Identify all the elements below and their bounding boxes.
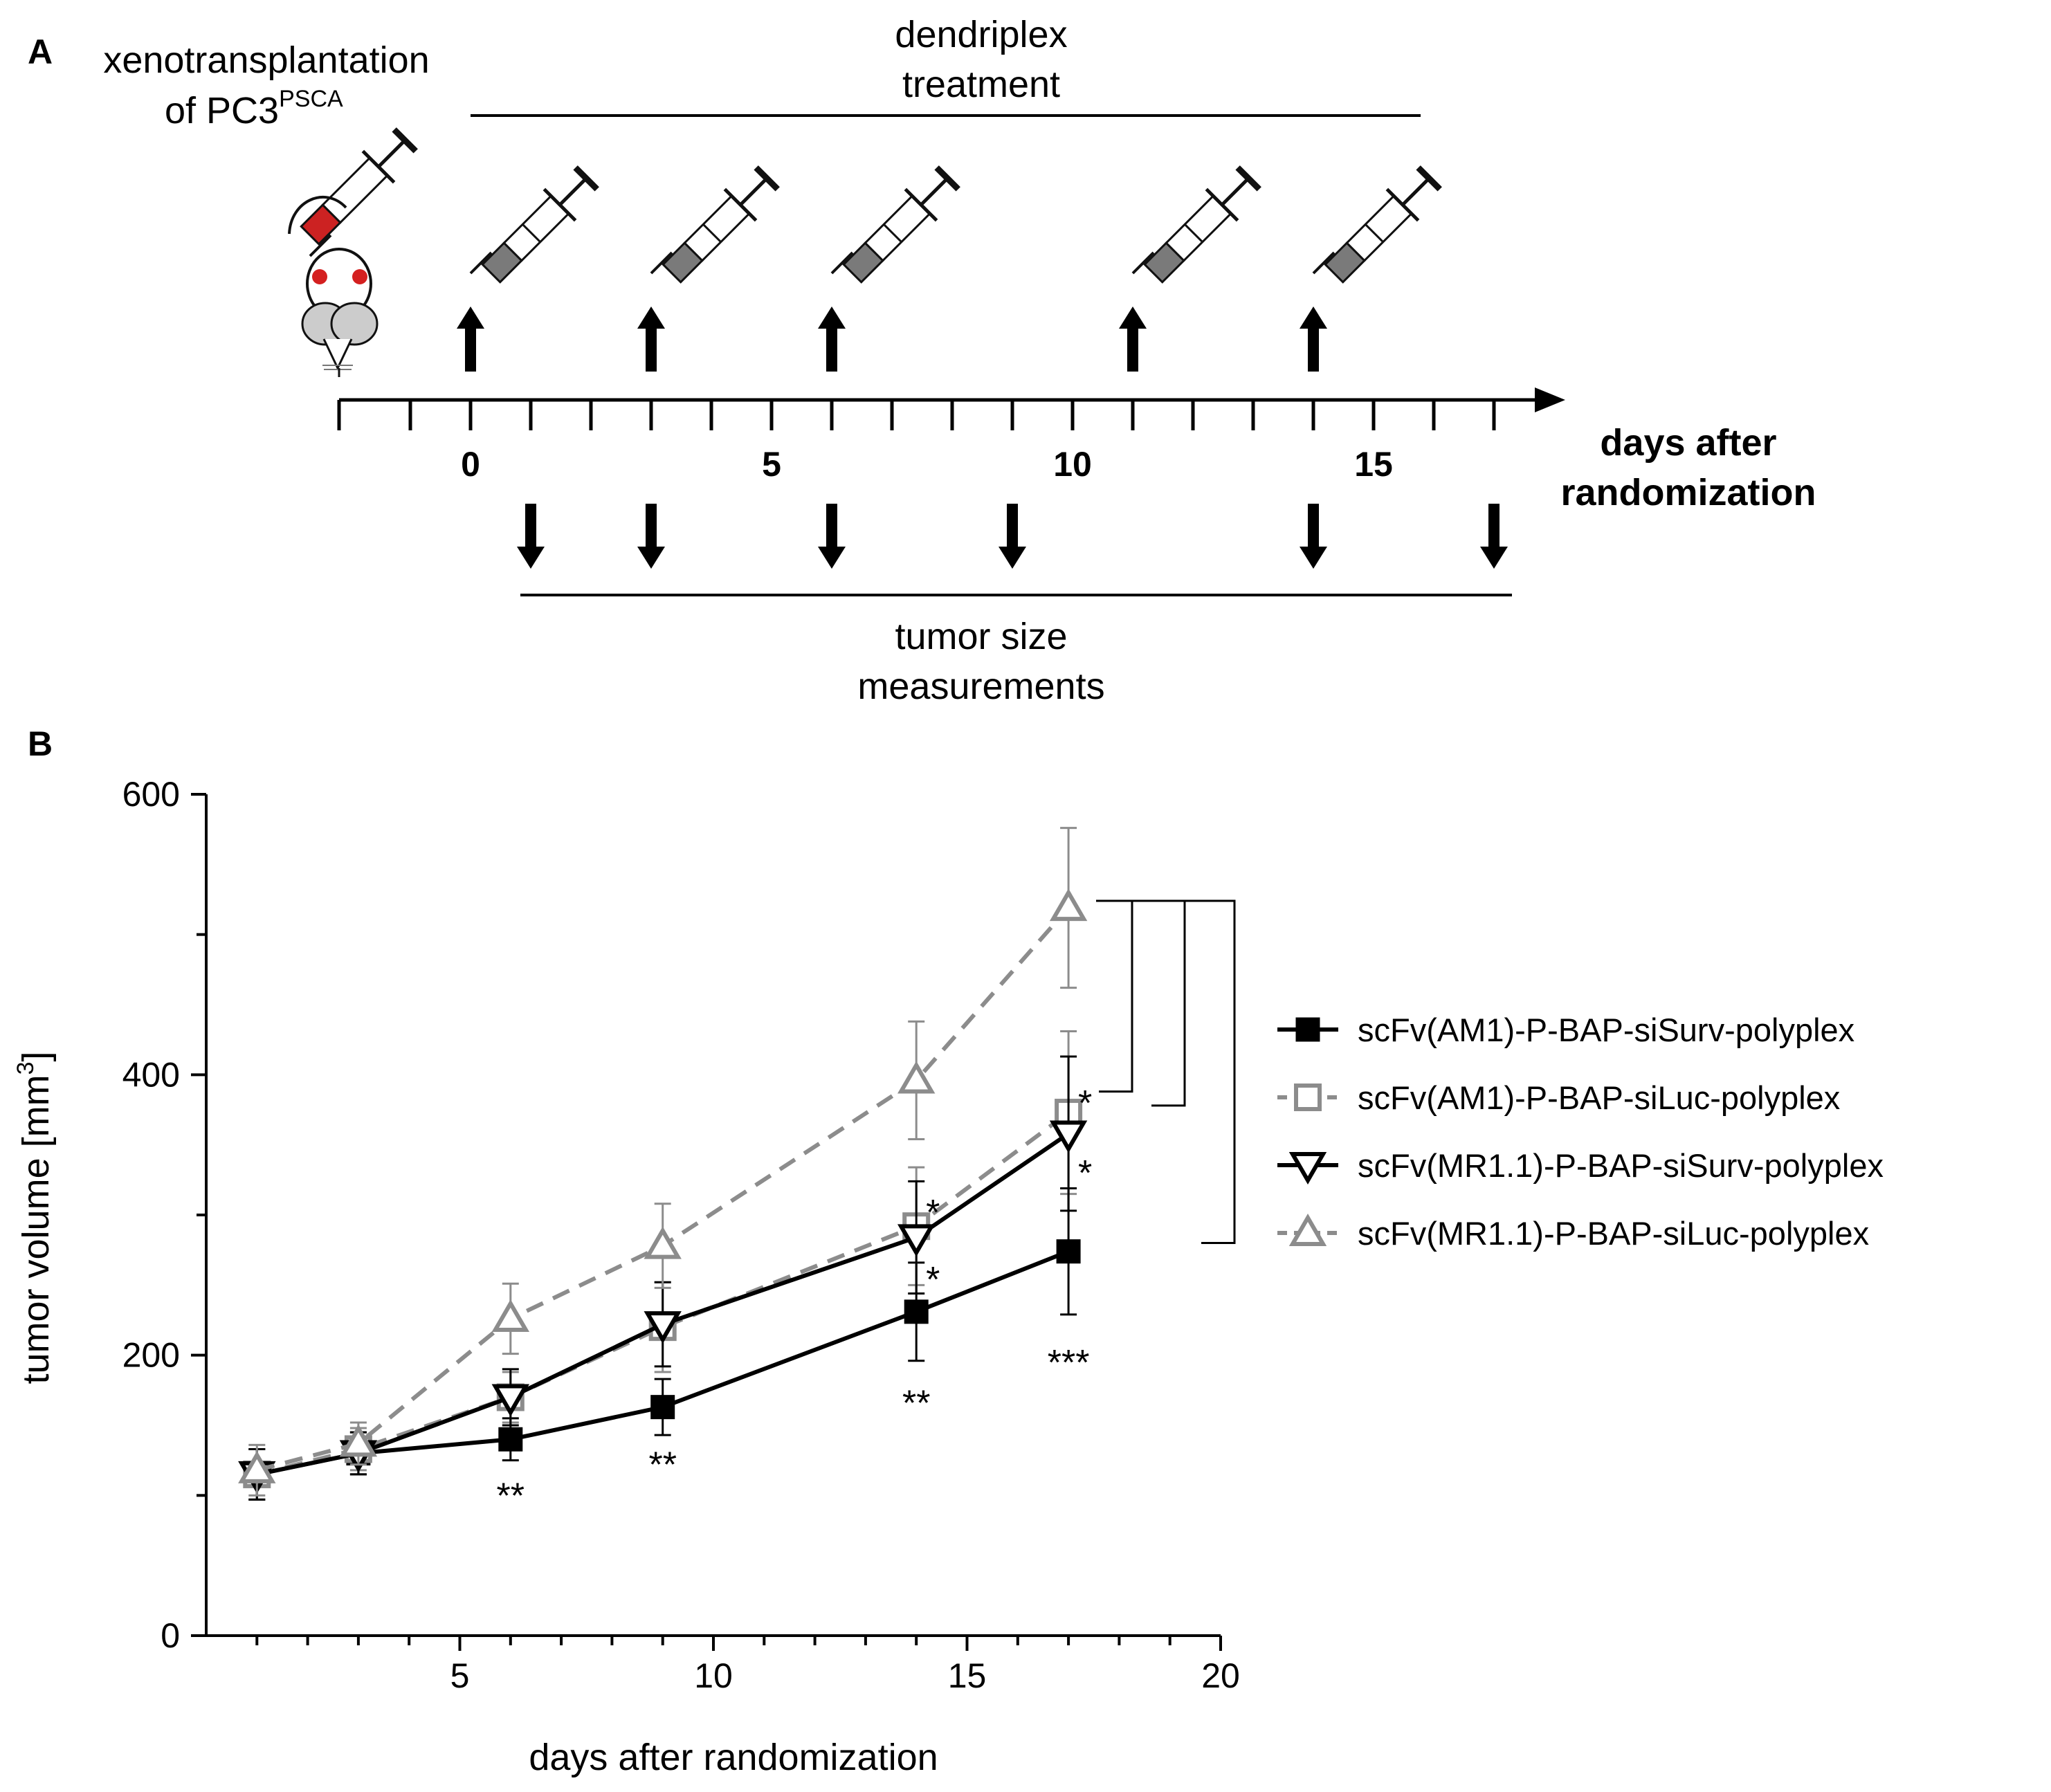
data-point — [1049, 1120, 1088, 1153]
measurement-down-arrow-icon — [1300, 504, 1327, 569]
measurement-down-arrow-icon — [999, 504, 1026, 569]
x-tick-label: 5 — [450, 1656, 470, 1695]
legend-label: scFv(AM1)-P-BAP-siSurv-polyplex — [1358, 1012, 1854, 1048]
data-point — [491, 1384, 530, 1417]
significance-annotation: *** — [1048, 1343, 1090, 1383]
legend-label: scFv(AM1)-P-BAP-siLuc-polyplex — [1358, 1079, 1840, 1116]
treatment-up-arrow-icon — [818, 307, 846, 372]
legend-marker — [1288, 1152, 1327, 1185]
treatment-syringe-icon — [651, 167, 778, 282]
treatment-up-arrow-icon — [637, 307, 665, 372]
series-line — [256, 906, 1070, 1472]
significance-annotation: * — [1078, 1153, 1092, 1194]
significance-annotation: ** — [648, 1445, 676, 1485]
timeline-tick-label: 5 — [762, 445, 781, 484]
treatment-syringe-icon — [832, 167, 958, 282]
timeline-tick-label: 0 — [461, 445, 480, 484]
measurement-down-arrow-icon — [517, 504, 545, 569]
legend-marker — [1295, 1017, 1320, 1042]
panel-a-letter: A — [28, 33, 53, 71]
panel-a: A xenotransplantation of PC3PSCA dendrip… — [28, 14, 1816, 707]
data-point — [1056, 1239, 1081, 1264]
legend-item: scFv(MR1.1)-P-BAP-siSurv-polyplex — [1277, 1147, 1884, 1185]
treatment-syringe-icon — [1313, 167, 1440, 282]
treatment-label-line1: dendriplex — [895, 14, 1067, 55]
measurement-down-arrow-icon — [637, 504, 665, 569]
x-tick-label: 15 — [948, 1656, 987, 1695]
xeno-label-superscript: PSCA — [279, 86, 343, 112]
y-tick-label: 0 — [161, 1616, 180, 1655]
x-tick-label: 10 — [694, 1656, 733, 1695]
data-point — [339, 1424, 378, 1457]
measurement-down-arrow-icon — [818, 504, 846, 569]
treatment-up-arrow-icon — [1300, 307, 1327, 372]
treatment-syringe-icon — [1133, 167, 1259, 282]
legend-item: scFv(MR1.1)-P-BAP-siLuc-polyplex — [1277, 1214, 1869, 1252]
data-point — [1049, 888, 1088, 922]
significance-bracket — [1132, 899, 1186, 1107]
data-point — [498, 1427, 523, 1452]
measure-label-line1: tumor size — [895, 616, 1067, 657]
significance-annotation: * — [926, 1260, 940, 1300]
significance-bracket — [1096, 899, 1133, 1093]
y-tick-label: 600 — [122, 775, 180, 814]
timeline-axis-label-line2: randomization — [1560, 472, 1816, 513]
legend-item: scFv(AM1)-P-BAP-siLuc-polyplex — [1277, 1079, 1840, 1116]
measure-label-line2: measurements — [857, 666, 1104, 707]
xeno-label-line2: of PC3PSCA — [165, 86, 343, 131]
y-tick-label: 200 — [122, 1336, 180, 1375]
treatment-label-line2: treatment — [902, 64, 1060, 105]
data-point — [644, 1311, 682, 1344]
series-line — [256, 1131, 1070, 1476]
timeline-tick-label: 15 — [1354, 445, 1393, 484]
chart-series — [238, 827, 1088, 1497]
x-tick-label: 20 — [1201, 1656, 1240, 1695]
timeline-tick-label: 10 — [1053, 445, 1092, 484]
significance-annotation: ** — [497, 1476, 525, 1516]
chart-y-axis-label: tumor volume [mm3] — [12, 1051, 57, 1384]
legend-marker — [1288, 1214, 1327, 1246]
timeline-axis-label-line1: days after — [1600, 422, 1776, 464]
timeline-axis: 0 5 10 15 — [337, 167, 1565, 569]
data-point — [897, 1224, 936, 1257]
significance-annotation: ** — [902, 1384, 930, 1424]
chart-legend: scFv(AM1)-P-BAP-siSurv-polyplex scFv(AM1)… — [1277, 1012, 1884, 1252]
data-point — [644, 1226, 682, 1259]
data-point — [491, 1299, 530, 1332]
chart-x-axis-label: days after randomization — [529, 1737, 938, 1778]
legend-item: scFv(AM1)-P-BAP-siSurv-polyplex — [1277, 1012, 1854, 1048]
timeline-arrowhead — [1535, 387, 1565, 412]
injection-syringe-icon — [300, 127, 418, 257]
mouse-icon — [288, 195, 379, 377]
measurement-down-arrow-icon — [1480, 504, 1508, 569]
treatment-up-arrow-icon — [1119, 307, 1147, 372]
data-point — [650, 1395, 675, 1420]
treatment-syringe-icon — [471, 167, 597, 282]
significance-annotation: * — [1078, 1084, 1092, 1124]
significance-annotation: * — [926, 1193, 940, 1233]
xeno-label-line1: xenotransplantation — [103, 39, 429, 81]
treatment-up-arrow-icon — [457, 307, 484, 372]
panel-b-letter: B — [28, 724, 53, 763]
legend-marker — [1294, 1084, 1322, 1111]
legend-label: scFv(MR1.1)-P-BAP-siLuc-polyplex — [1358, 1215, 1869, 1252]
data-point — [238, 1450, 276, 1483]
y-tick-label: 400 — [122, 1055, 180, 1094]
legend-label: scFv(MR1.1)-P-BAP-siSurv-polyplex — [1358, 1147, 1884, 1184]
data-point — [904, 1299, 929, 1324]
data-point — [897, 1061, 936, 1094]
significance-bracket — [1185, 899, 1236, 1245]
